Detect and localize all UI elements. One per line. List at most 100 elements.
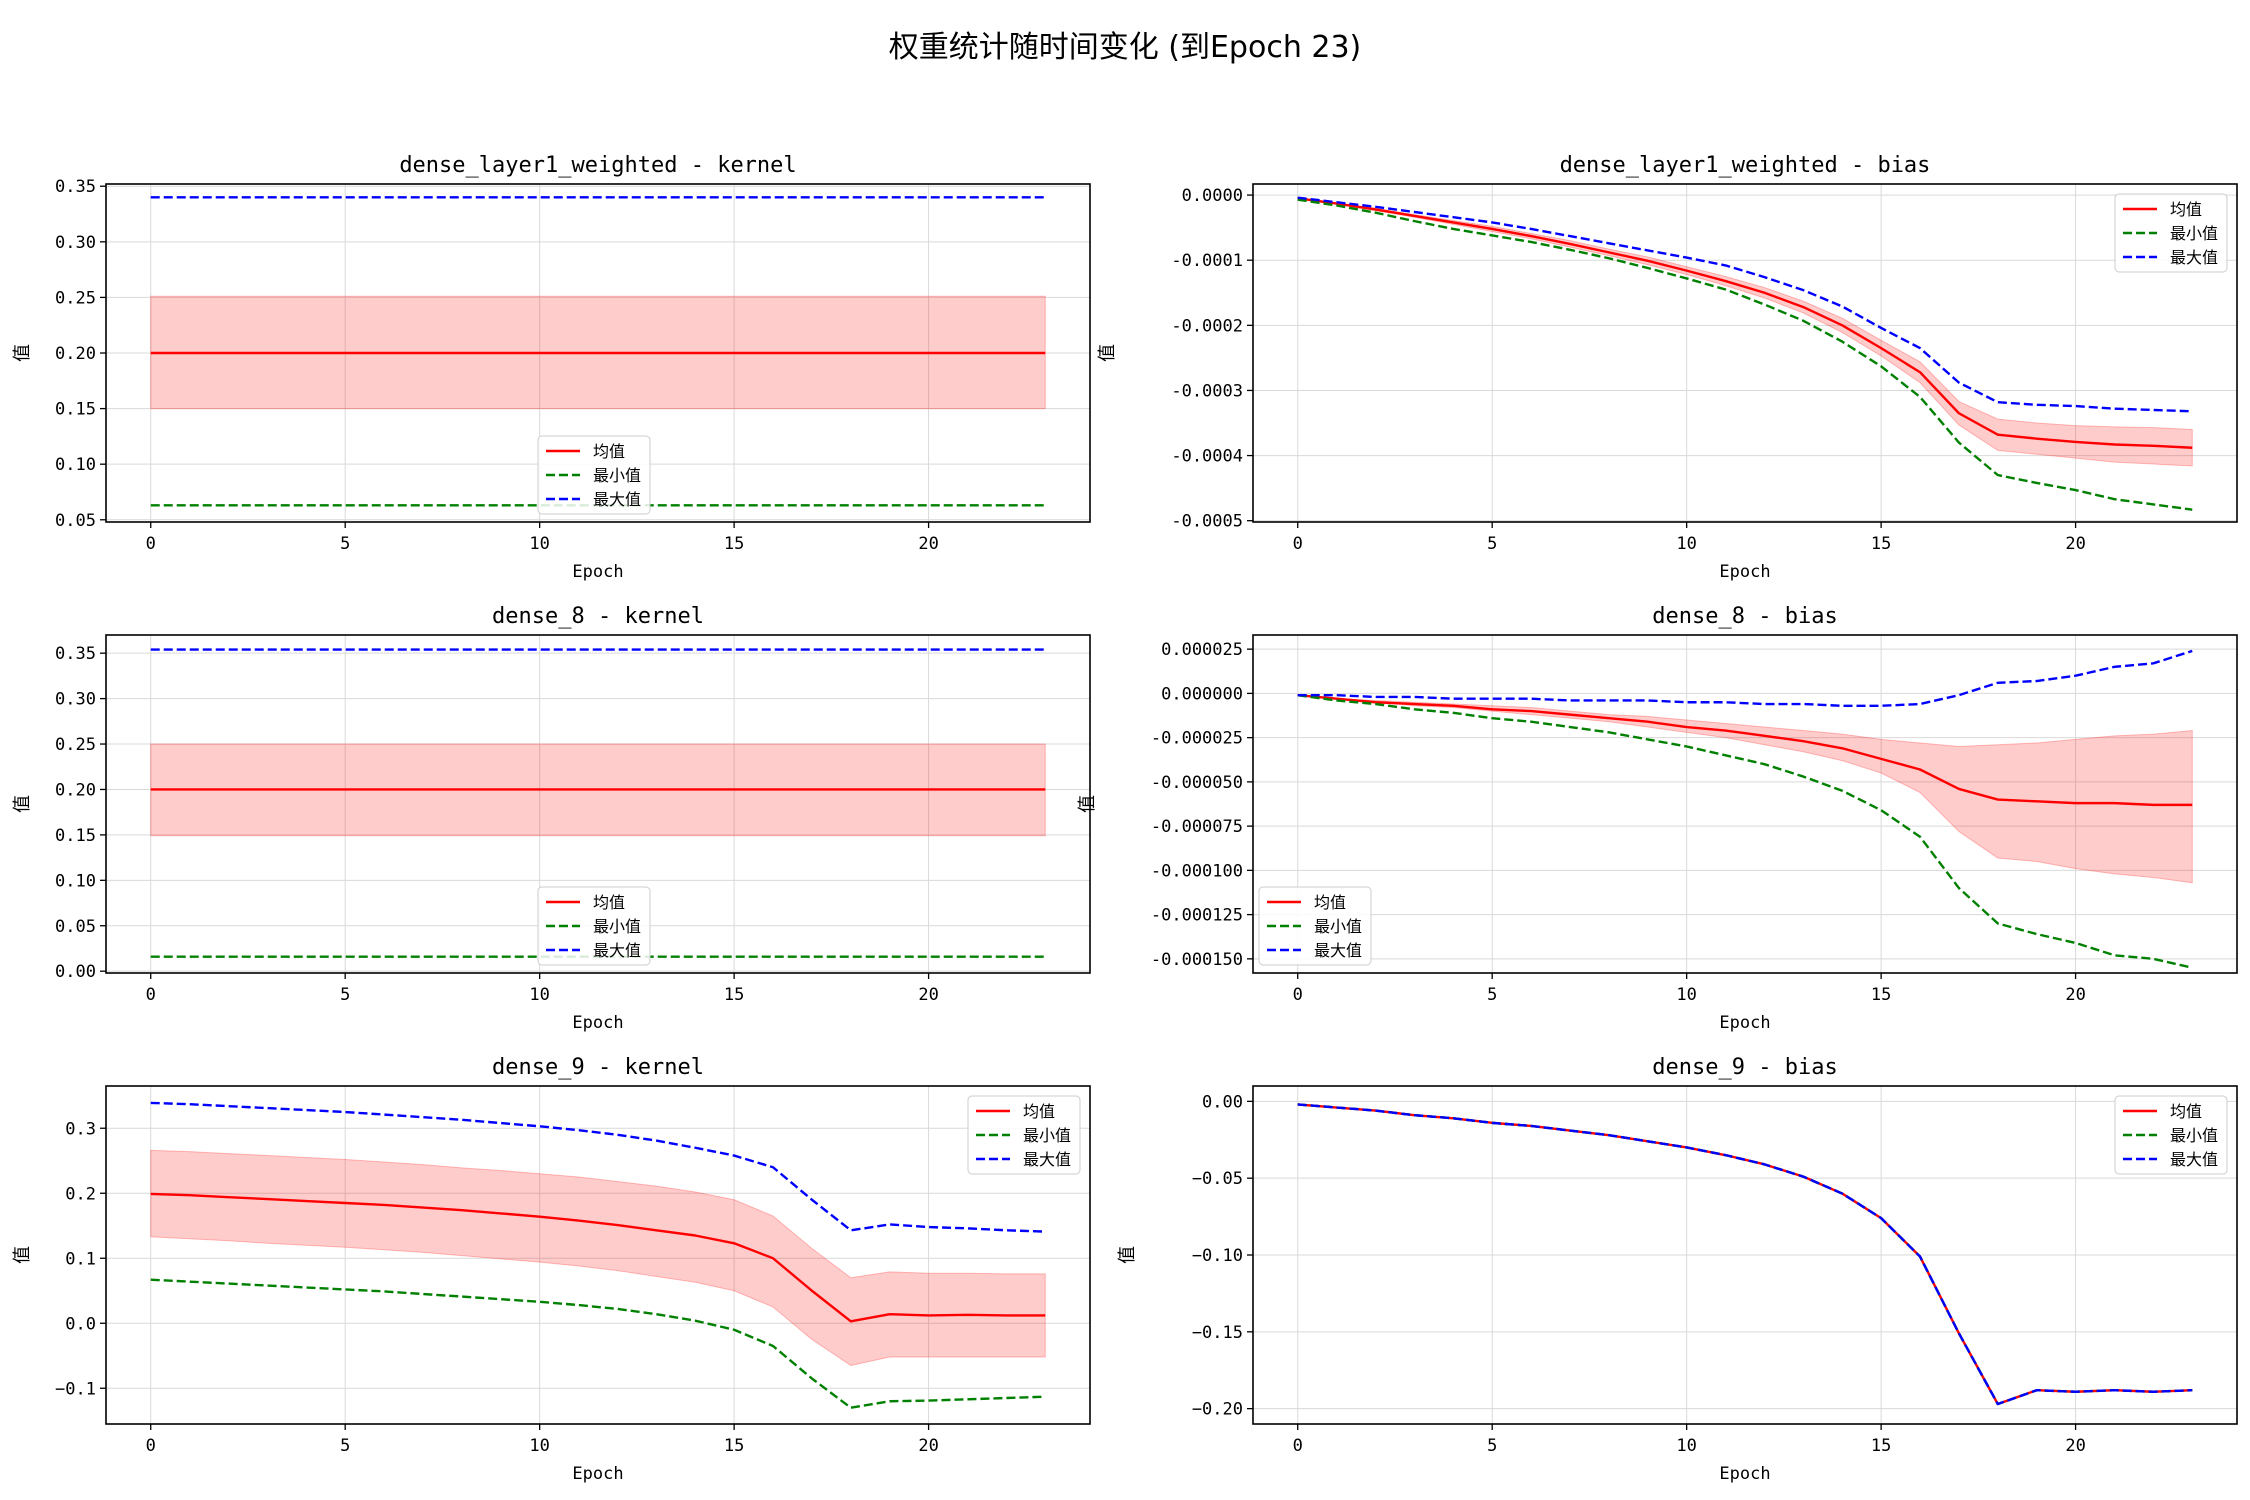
y-tick-label: −0.10 [1192,1246,1243,1266]
x-tick-label: 5 [340,985,350,1005]
y-tick-label: −0.15 [1192,1323,1243,1343]
legend-label-mean: 均值 [2170,200,2202,219]
x-tick-label: 10 [529,1436,549,1456]
x-tick-label: 20 [2065,985,2085,1005]
y-tick-label: 0.35 [55,644,96,664]
x-tick-label: 5 [340,534,350,554]
y-tick-label: 0.10 [55,871,96,891]
legend-frame [2114,1095,2228,1175]
series-line-min [1297,1103,2193,1406]
y-tick-label: -0.000075 [1151,817,1243,837]
legend-frame [2114,193,2228,273]
legend-label-mean: 均值 [1023,1102,1055,1121]
legend-label-max: 最大值 [593,490,641,509]
x-tick-label: 20 [918,985,938,1005]
x-tick-label: 0 [146,534,156,554]
x-tick-label: 10 [1676,985,1696,1005]
y-tick-label: 0.1 [65,1249,96,1269]
axes-frame [105,634,1091,974]
series-line-min [1297,198,2193,511]
y-tick-label: -0.0005 [1171,512,1243,532]
panel-6: 0 5 10 15 20 0.00 −0.05 −0.10 −0.15 −0.20 dense_9 … [1117,1055,2238,1484]
x-tick-label: 0 [1293,985,1303,1005]
series-line-mean [1297,1103,2193,1406]
series-line-min [150,1278,1046,1409]
series-line-max [1297,1103,2193,1406]
panel-1: 0 5 10 15 20 0.05 0.10 0.15 0.20 0.25 0.30 0.35 dens… [12,153,1091,582]
series-line-mean [1297,197,2193,449]
y-tick-label: 0.30 [55,233,96,253]
panel-title: dense_9 - kernel [492,1055,704,1080]
legend-frame [1258,886,1372,966]
x-tick-label: 10 [1676,1436,1696,1456]
axes-frame [105,1085,1091,1425]
x-tick-label: 10 [1676,534,1696,554]
legend-label-min: 最小值 [593,466,641,485]
x-tick-label: 0 [146,985,156,1005]
x-tick-label: 20 [918,534,938,554]
legend-frame [537,886,651,966]
panel-title: dense_8 - bias [1652,604,1837,629]
x-axis-label: Epoch [1719,1013,1770,1033]
y-tick-label: 0.000000 [1161,684,1243,704]
y-axis-label: 值 [1077,795,1098,813]
y-tick-label: 0.25 [55,735,96,755]
panel-3: 0 5 10 15 20 0.00 0.05 0.10 0.15 0.20 0.25 0.30 0.35… [12,604,1091,1033]
legend-label-mean: 均值 [593,893,625,912]
y-tick-label: -0.0004 [1171,447,1243,467]
std-band [1297,197,2193,467]
y-tick-label: 0.0000 [1182,186,1243,206]
legend-label-max: 最大值 [2170,1150,2218,1169]
legend-label-min: 最小值 [1314,917,1362,936]
y-tick-label: 0.000025 [1161,640,1243,660]
axes-frame [1252,634,2238,974]
y-axis-label: 值 [12,344,33,362]
legend-label-min: 最小值 [2170,1126,2218,1145]
legend-label-mean: 均值 [1314,893,1346,912]
series-line-mean [150,1192,1046,1323]
x-tick-label: 15 [724,534,744,554]
legend-label-max: 最大值 [593,941,641,960]
x-tick-label: 15 [724,1436,744,1456]
y-tick-label: 0.20 [55,344,96,364]
x-tick-label: 15 [1871,1436,1891,1456]
y-tick-label: 0.0 [65,1314,96,1334]
y-tick-label: −0.20 [1192,1400,1243,1420]
y-tick-label: 0.2 [65,1184,96,1204]
y-tick-label: 0.3 [65,1119,96,1139]
y-tick-label: 0.20 [55,780,96,800]
series-line-max [1297,196,2193,413]
y-tick-label: -0.000150 [1151,950,1243,970]
y-tick-label: 0.15 [55,826,96,846]
y-axis-label: 值 [12,795,33,813]
y-axis-label: 值 [1117,1246,1138,1264]
y-tick-label: -0.000050 [1151,773,1243,793]
x-axis-label: Epoch [572,562,623,582]
y-tick-label: -0.0002 [1171,316,1243,336]
x-tick-label: 20 [918,1436,938,1456]
x-tick-label: 15 [1871,534,1891,554]
legend-frame [537,435,651,515]
grid [1253,1086,2237,1424]
x-axis-label: Epoch [572,1464,623,1484]
legend-label-max: 最大值 [1023,1150,1071,1169]
panel-4: 0 5 10 15 20 0.000025 0.000000 -0.000025 -0.0000… [1077,604,2238,1033]
y-tick-label: −0.05 [1192,1169,1243,1189]
legend-label-min: 最小值 [593,917,641,936]
y-tick-label: -0.0001 [1171,251,1243,271]
y-tick-label: 0.10 [55,455,96,475]
x-tick-label: 10 [529,985,549,1005]
y-tick-label: -0.000125 [1151,906,1243,926]
x-tick-label: 20 [2065,1436,2085,1456]
y-tick-label: 0.15 [55,400,96,420]
legend-label-mean: 均值 [2170,1102,2202,1121]
legend-label-max: 最大值 [2170,248,2218,267]
y-tick-label: -0.000100 [1151,861,1243,881]
x-tick-label: 20 [2065,534,2085,554]
std-band [1297,694,2193,884]
x-tick-label: 5 [1487,534,1497,554]
